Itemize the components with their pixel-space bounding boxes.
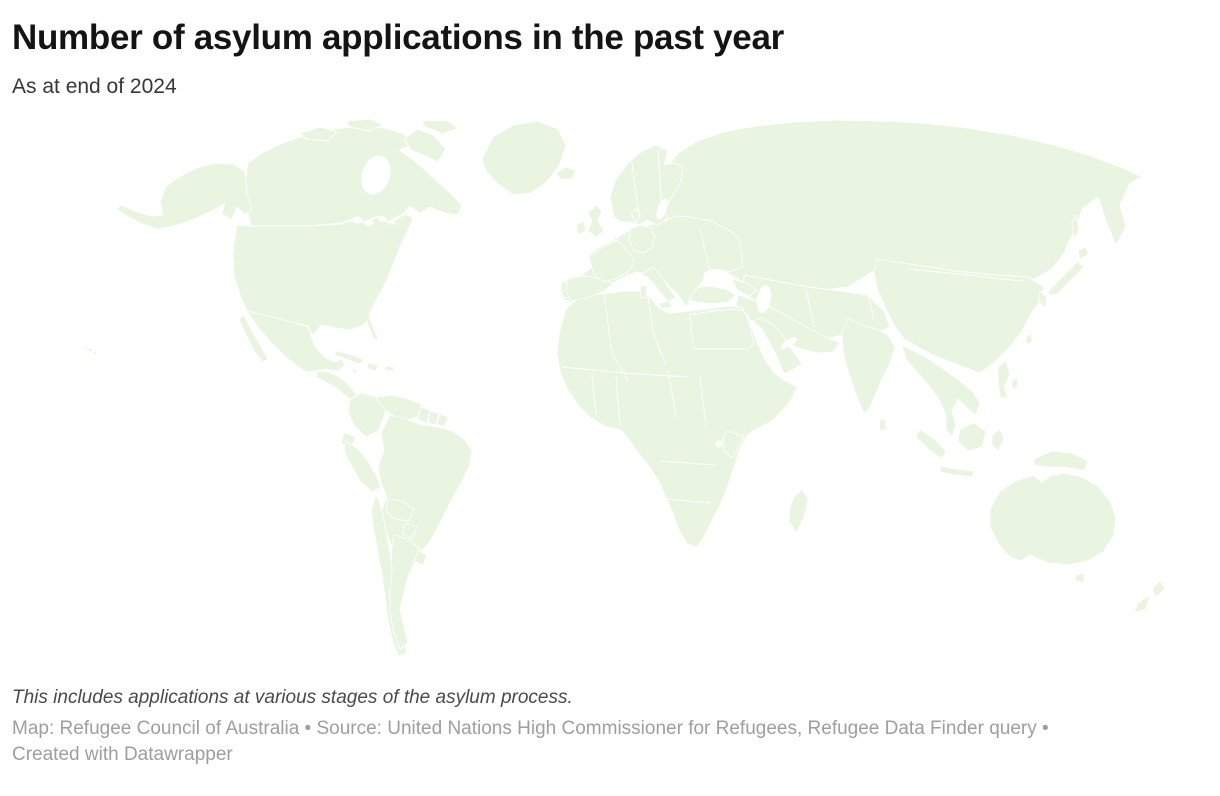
country-united-states-alaska[interactable] — [115, 162, 253, 230]
country-korea[interactable] — [1037, 290, 1048, 309]
country-united-states-hawaii-1[interactable] — [88, 348, 92, 353]
canada-arctic-island-1[interactable] — [299, 126, 338, 142]
country-sri-lanka[interactable] — [878, 418, 888, 432]
country-india[interactable] — [841, 318, 896, 415]
region-china[interactable] — [873, 258, 1045, 374]
great-lake-michigan — [364, 220, 374, 227]
country-germany[interactable] — [628, 224, 656, 254]
country-denmark[interactable] — [630, 208, 641, 224]
great-lake-huron — [377, 216, 387, 223]
world-map — [0, 119, 1220, 679]
country-united-kingdom[interactable] — [587, 204, 605, 238]
country-new-zealand-north[interactable] — [1151, 580, 1166, 598]
country-paraguay[interactable] — [401, 522, 418, 540]
region-africa[interactable] — [556, 290, 798, 548]
region-southeast-asia[interactable] — [901, 344, 981, 438]
country-spain[interactable] — [565, 275, 615, 302]
country-madagascar[interactable] — [788, 488, 809, 534]
country-iceland[interactable] — [555, 166, 577, 180]
country-colombia[interactable] — [347, 392, 389, 438]
country-italy-sicily[interactable] — [658, 300, 673, 310]
country-new-zealand-south[interactable] — [1133, 594, 1151, 614]
country-philippines-1[interactable] — [997, 360, 1011, 400]
great-lake-superior — [352, 216, 362, 224]
attribution-line2: Created with Datawrapper — [12, 743, 233, 765]
region-caucasus[interactable] — [731, 278, 758, 297]
country-united-states-hawaii-2[interactable] — [93, 351, 97, 355]
country-hispaniola[interactable] — [366, 362, 379, 372]
country-japan-honshu[interactable] — [1047, 260, 1085, 296]
great-lake-ontario — [389, 219, 395, 225]
chart-container: Number of asylum applications in the pas… — [0, 18, 1220, 767]
caspian-sea — [756, 285, 772, 314]
island-new-guinea[interactable] — [1033, 450, 1089, 472]
lake-victoria — [715, 440, 723, 448]
country-jamaica[interactable] — [351, 368, 360, 375]
country-australia[interactable] — [989, 472, 1117, 566]
chart-subtitle: As at end of 2024 — [12, 75, 177, 99]
country-italy[interactable] — [639, 266, 677, 303]
country-borders — [561, 150, 1023, 504]
country-bolivia[interactable] — [385, 498, 415, 522]
country-uruguay[interactable] — [413, 550, 428, 566]
country-japan-hokkaido[interactable] — [1077, 246, 1089, 260]
country-peru[interactable] — [343, 440, 382, 493]
region-arabian-peninsula[interactable] — [751, 317, 803, 375]
country-australia-tasmania[interactable] — [1074, 572, 1086, 584]
country-cuba[interactable] — [333, 350, 365, 365]
country-taiwan[interactable] — [1025, 332, 1033, 345]
country-egypt[interactable] — [689, 308, 755, 350]
island-sardinia[interactable] — [639, 284, 648, 299]
island-sulawesi[interactable] — [991, 428, 1005, 452]
country-guyana[interactable] — [417, 406, 431, 425]
map-note: This includes applications at various st… — [12, 687, 573, 709]
island-java[interactable] — [939, 465, 975, 478]
canada-arctic-island-3[interactable] — [420, 119, 459, 135]
chart-title: Number of asylum applications in the pas… — [12, 18, 784, 57]
country-puerto-rico[interactable] — [384, 365, 395, 372]
country-kenya[interactable] — [722, 430, 745, 459]
island-borneo[interactable] — [957, 422, 987, 452]
attribution: Map: Refugee Council of Australia • Sour… — [12, 716, 1208, 767]
country-french-guiana[interactable] — [436, 413, 449, 428]
attribution-line1: Map: Refugee Council of Australia • Sour… — [12, 718, 1049, 740]
canada-arctic-island-baffin[interactable] — [403, 128, 447, 163]
persian-gulf — [781, 337, 797, 350]
country-brazil[interactable] — [377, 414, 473, 563]
canada-arctic-island-2[interactable] — [345, 119, 384, 132]
country-argentina[interactable] — [389, 534, 421, 650]
country-greenland[interactable] — [481, 120, 567, 196]
country-suriname[interactable] — [427, 410, 440, 426]
island-sumatra[interactable] — [915, 428, 947, 460]
hudson-bay — [361, 155, 391, 195]
world-map-svg — [84, 119, 1166, 657]
island-sakhalin[interactable] — [1071, 214, 1080, 240]
black-sea — [703, 269, 729, 284]
country-mexico-baja[interactable] — [238, 314, 269, 363]
country-ireland[interactable] — [575, 220, 587, 236]
country-france[interactable] — [588, 239, 635, 283]
country-philippines-2[interactable] — [1011, 376, 1019, 390]
country-united-states-hawaii-3[interactable] — [84, 346, 88, 350]
country-mexico[interactable] — [246, 310, 346, 373]
